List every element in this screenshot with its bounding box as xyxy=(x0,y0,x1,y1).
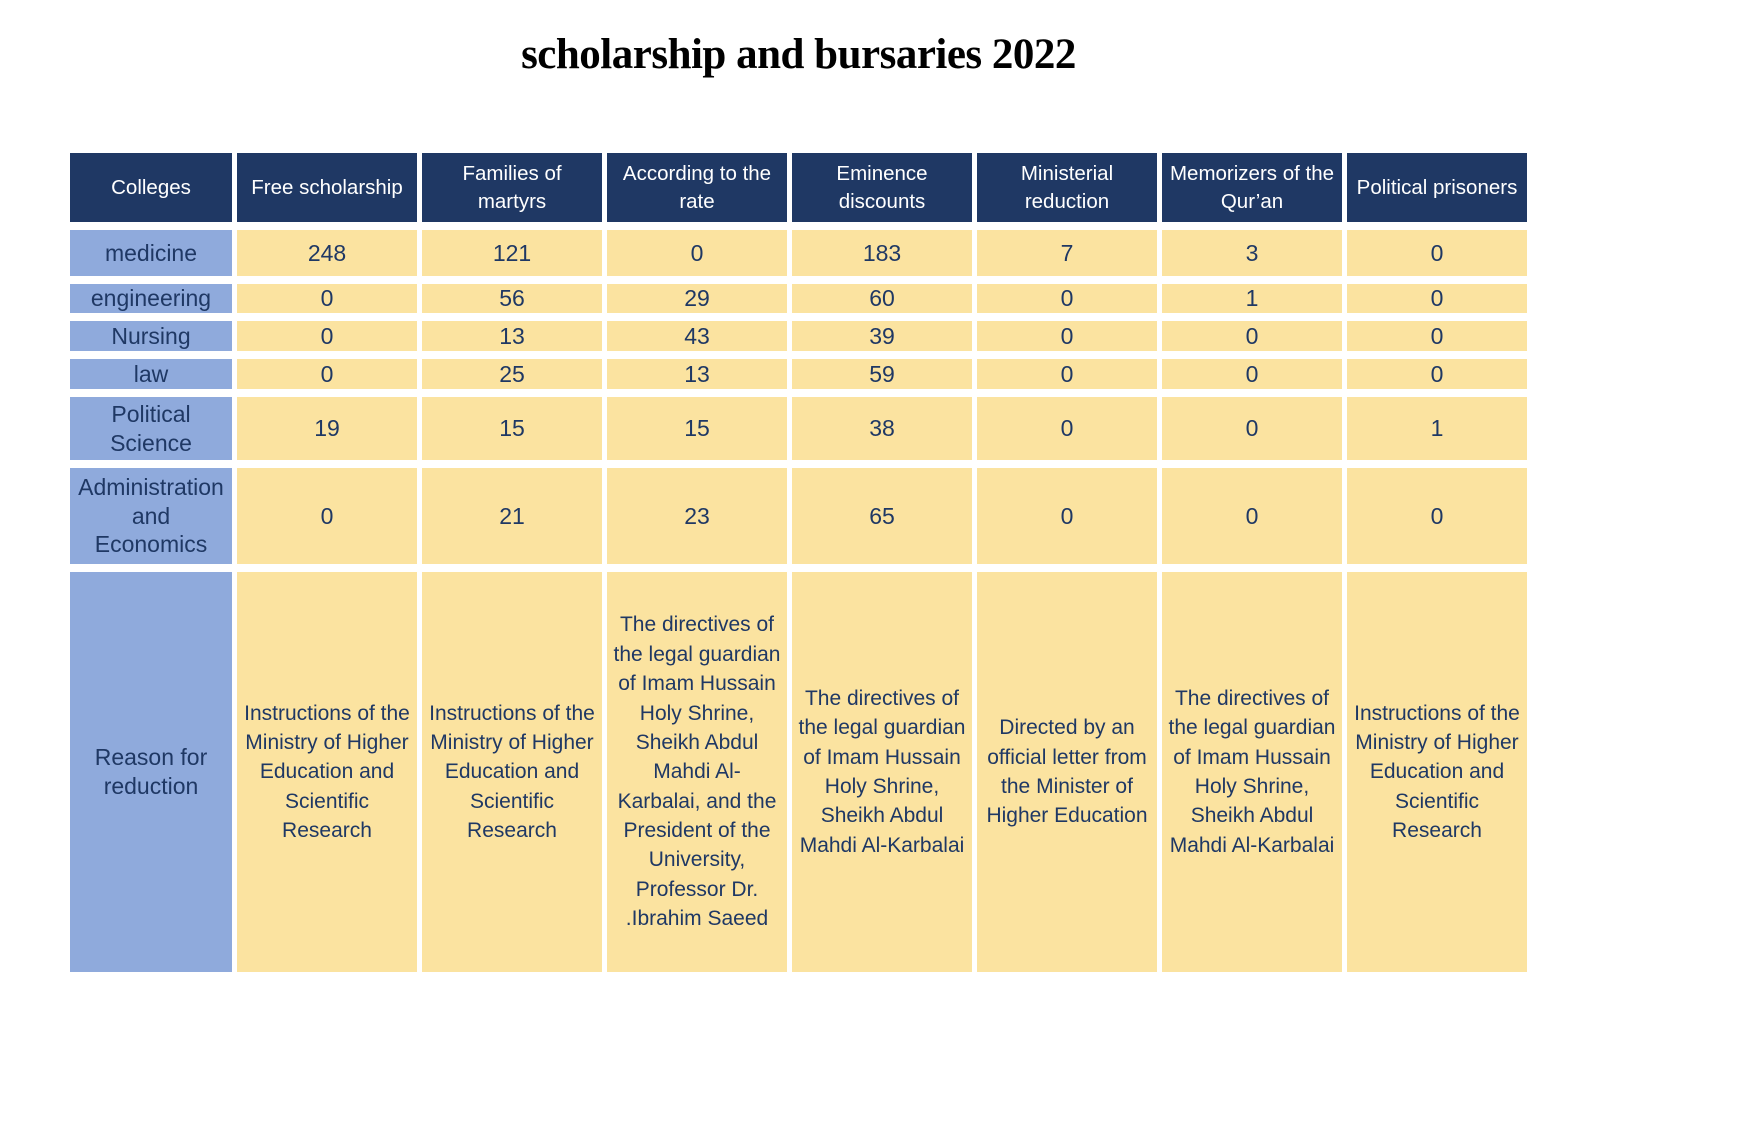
table-cell: 25 xyxy=(422,359,602,389)
column-header-ministerial-reduction: Ministerial reduction xyxy=(977,153,1157,222)
table-cell: 1 xyxy=(1162,284,1342,313)
table-cell: 21 xyxy=(422,468,602,564)
row-label-medicine: medicine xyxy=(70,230,232,276)
table-cell: 0 xyxy=(977,321,1157,351)
reason-cell: Instructions of the Ministry of Higher E… xyxy=(422,572,602,972)
table-cell: 0 xyxy=(237,321,417,351)
table-cell: 15 xyxy=(607,397,787,460)
row-label-administration-and-economics: Administration and Economics xyxy=(70,468,232,564)
table-cell: 59 xyxy=(792,359,972,389)
reason-cell: Instructions of the Ministry of Higher E… xyxy=(1347,572,1527,972)
table-cell: 7 xyxy=(977,230,1157,276)
table-cell: 1 xyxy=(1347,397,1527,460)
row-label-reason-for-reduction: Reason for reduction xyxy=(70,572,232,972)
table-cell: 19 xyxy=(237,397,417,460)
table-cell: 0 xyxy=(607,230,787,276)
table-cell: 56 xyxy=(422,284,602,313)
table-cell: 0 xyxy=(1347,468,1527,564)
reason-cell: Instructions of the Ministry of Higher E… xyxy=(237,572,417,972)
table-cell: 121 xyxy=(422,230,602,276)
table-cell: 13 xyxy=(422,321,602,351)
table-cell: 0 xyxy=(237,468,417,564)
table-cell: 23 xyxy=(607,468,787,564)
table-cell: 65 xyxy=(792,468,972,564)
table-cell: 0 xyxy=(977,359,1157,389)
reason-cell: Directed by an official letter from the … xyxy=(977,572,1157,972)
table-cell: 0 xyxy=(1162,321,1342,351)
reason-cell: The directives of the legal guardian of … xyxy=(607,572,787,972)
column-header-memorizers-of-the-quran: Memorizers of the Qur’an xyxy=(1162,153,1342,222)
table-cell: 0 xyxy=(1162,468,1342,564)
column-header-families-of-martyrs: Families of martyrs xyxy=(422,153,602,222)
column-header-free-scholarship: Free scholarship xyxy=(237,153,417,222)
row-label-law: law xyxy=(70,359,232,389)
table-cell: 0 xyxy=(1347,284,1527,313)
table-cell: 15 xyxy=(422,397,602,460)
table-cell: 0 xyxy=(977,284,1157,313)
table-cell: 248 xyxy=(237,230,417,276)
table-cell: 0 xyxy=(237,359,417,389)
table-cell: 60 xyxy=(792,284,972,313)
table-cell: 0 xyxy=(1162,397,1342,460)
table-cell: 43 xyxy=(607,321,787,351)
column-header-eminence-discounts: Eminence discounts xyxy=(792,153,972,222)
table-cell: 0 xyxy=(977,397,1157,460)
table-cell: 0 xyxy=(1162,359,1342,389)
column-header-colleges: Colleges xyxy=(70,153,232,222)
row-label-political-science: Political Science xyxy=(70,397,232,460)
table-cell: 0 xyxy=(1347,321,1527,351)
table-cell: 13 xyxy=(607,359,787,389)
table-cell: 3 xyxy=(1162,230,1342,276)
table-cell: 0 xyxy=(237,284,417,313)
table-cell: 183 xyxy=(792,230,972,276)
page-title: scholarship and bursaries 2022 xyxy=(521,31,1076,78)
table-cell: 29 xyxy=(607,284,787,313)
table-cell: 0 xyxy=(1347,359,1527,389)
row-label-nursing: Nursing xyxy=(70,321,232,351)
column-header-according-to-the-rate: According to the rate xyxy=(607,153,787,222)
row-label-engineering: engineering xyxy=(70,284,232,313)
table-cell: 39 xyxy=(792,321,972,351)
reason-cell: The directives of the legal guardian of … xyxy=(792,572,972,972)
table-cell: 0 xyxy=(1347,230,1527,276)
column-header-political-prisoners: Political prisoners xyxy=(1347,153,1527,222)
table-cell: 0 xyxy=(977,468,1157,564)
table-cell: 38 xyxy=(792,397,972,460)
reason-cell: The directives of the legal guardian of … xyxy=(1162,572,1342,972)
scholarship-table: Colleges Free scholarship Families of ma… xyxy=(70,153,1527,972)
